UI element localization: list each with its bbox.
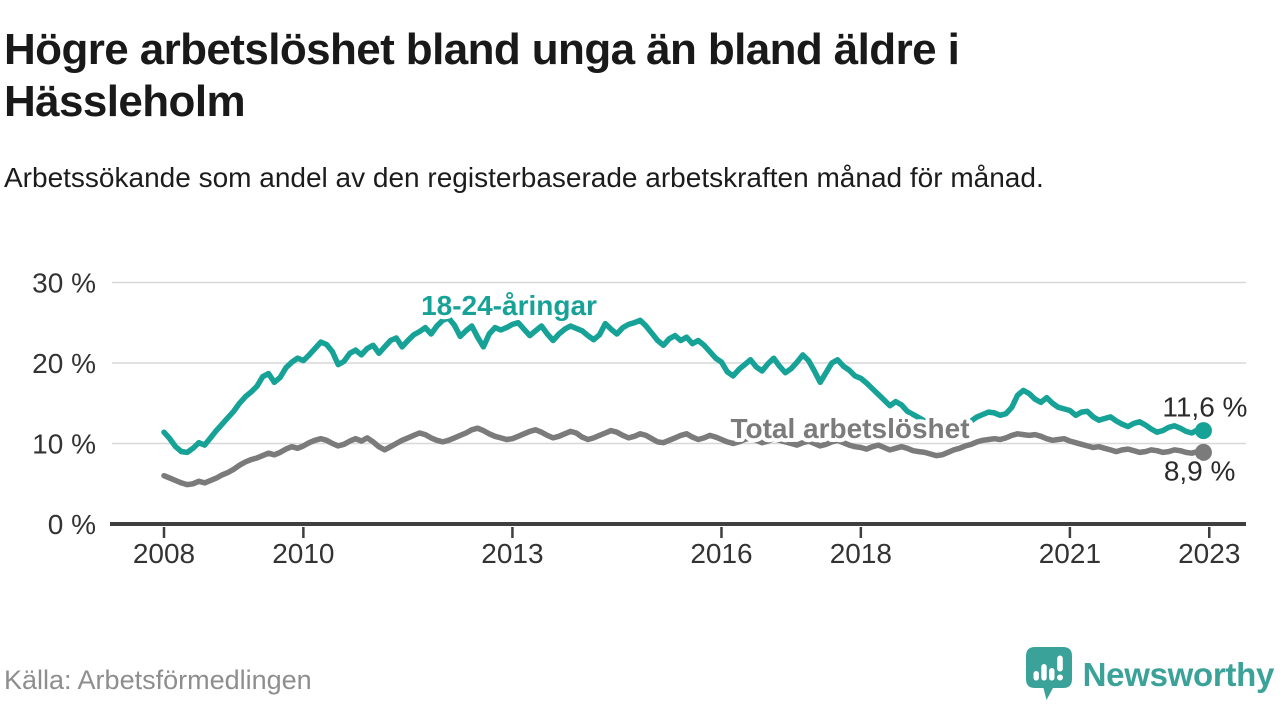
end-dot-total — [1194, 443, 1212, 461]
bar-3 — [1048, 668, 1055, 681]
line-chart-canvas: 2008 2010 2013 2016 2018 2021 2023 0 % 10 % 20 % 3… — [32, 268, 1250, 570]
exclamation-dot — [1056, 674, 1063, 681]
end-value-label-youth: 11,6 % — [1162, 392, 1247, 423]
series-line-youth — [161, 315, 1207, 456]
speech-bubble-shape — [1025, 647, 1072, 700]
x-tick-label: 2008 — [133, 538, 195, 569]
chart-title: Högre arbetslöshet bland unga än bland ä… — [4, 25, 960, 127]
exclamation-bar — [1056, 655, 1063, 672]
x-tick-label: 2013 — [481, 538, 543, 569]
series-label-total: Total arbetslöshet — [730, 413, 969, 444]
y-tick-label: 30 % — [32, 268, 96, 299]
y-tick-label: 10 % — [32, 429, 96, 460]
x-tick-label: 2018 — [830, 538, 892, 569]
series-label-youth: 18-24-åringar — [421, 290, 597, 321]
bar-2 — [1040, 664, 1047, 681]
y-tick-label: 20 % — [32, 348, 96, 379]
y-tick-label: 0 % — [48, 509, 96, 540]
bar-1 — [1033, 671, 1039, 681]
x-tick-label: 2021 — [1039, 538, 1101, 569]
x-tick-label: 2023 — [1178, 538, 1240, 569]
x-tick-label: 2016 — [690, 538, 752, 569]
end-dot-youth — [1194, 422, 1212, 440]
source-note: Källa: Arbetsförmedlingen — [4, 665, 312, 695]
chart-subtitle: Arbetssökande som andel av den registerb… — [4, 162, 1044, 193]
newsworthy-logo-text: Newsworthy — [1082, 656, 1275, 693]
line-chart: 2008 2010 2013 2016 2018 2021 2023 0 % 10 % 20 % 3… — [0, 255, 1280, 587]
x-tick-label: 2010 — [272, 538, 334, 569]
newsworthy-logo: Newsworthy — [1024, 646, 1274, 704]
end-value-label-total: 8,9 % — [1164, 455, 1236, 486]
newsworthy-logo-icon — [1025, 647, 1072, 700]
series-line-total — [161, 425, 1207, 488]
